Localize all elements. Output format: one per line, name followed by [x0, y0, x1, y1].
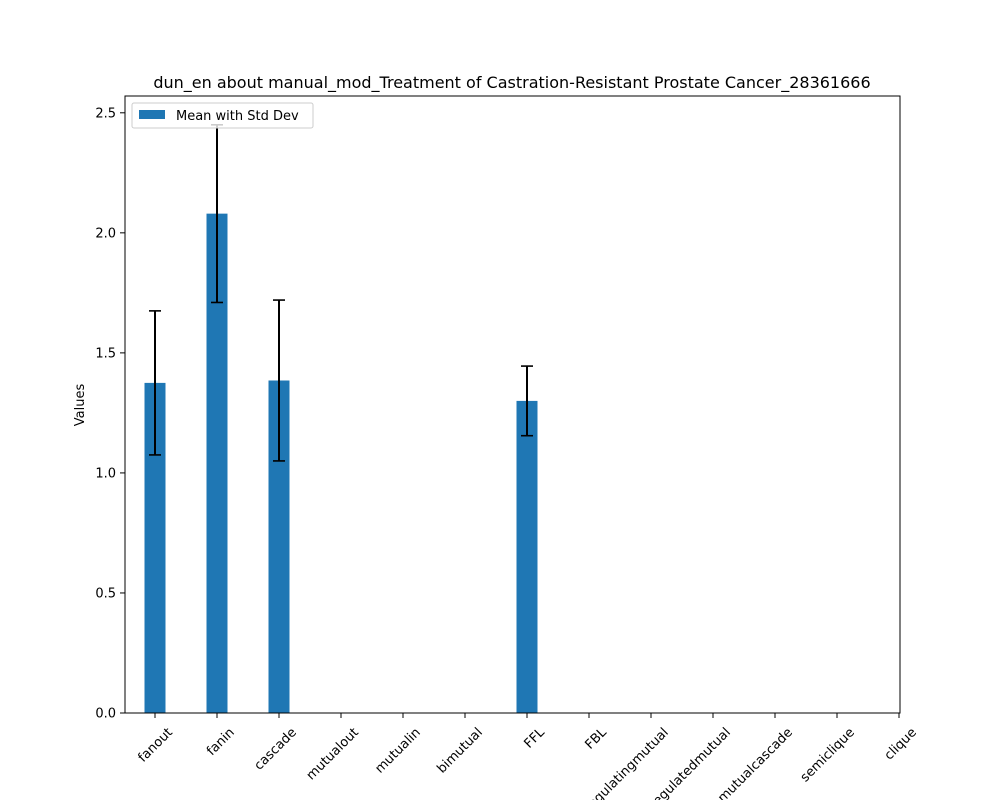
bar-FFL — [516, 400, 538, 713]
y-tick-label: 0.5 — [95, 586, 116, 601]
chart-title: dun_en about manual_mod_Treatment of Cas… — [153, 73, 870, 93]
bars-layer — [144, 213, 538, 714]
x-tick-label: mutualout — [304, 725, 362, 783]
x-tick-label: fanin — [204, 725, 238, 759]
bar-fanin — [206, 213, 228, 714]
x-tick-label: fanout — [135, 725, 175, 765]
plot-frame — [124, 95, 901, 714]
y-tick-label: 1.5 — [95, 346, 116, 361]
y-tick-label: 2.0 — [95, 226, 116, 241]
bar-fanout — [144, 382, 166, 713]
y-axis: 0.0 0.5 1.0 1.5 2.0 2.5 — [95, 106, 125, 722]
x-tick-label: mutualin — [372, 725, 423, 776]
x-axis: fanout fanin cascade mutualout mutualin bimut… — [135, 713, 920, 800]
y-axis-label: Values — [73, 384, 88, 427]
x-tick-label: semiclique — [798, 725, 858, 785]
legend-swatch — [139, 110, 165, 119]
y-tick-label: 1.0 — [95, 466, 116, 481]
x-tick-label: FBL — [583, 725, 611, 753]
x-tick-label: FFL — [522, 725, 549, 752]
x-tick-label: cascade — [252, 725, 300, 773]
bar-cascade — [268, 380, 290, 713]
y-tick-label: 0.0 — [95, 707, 116, 722]
errorbars-layer — [149, 124, 533, 462]
y-tick-label: 2.5 — [95, 106, 116, 121]
legend-label: Mean with Std Dev — [176, 109, 299, 124]
legend-box — [131, 102, 314, 129]
x-tick-label: bimutual — [434, 725, 485, 776]
legend: Mean with Std Dev — [131, 102, 314, 129]
x-tick-label: clique — [882, 725, 920, 763]
